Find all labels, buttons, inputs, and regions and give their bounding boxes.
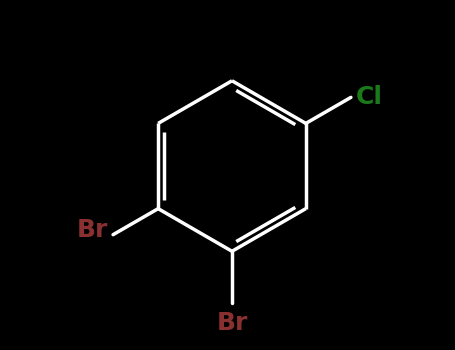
Text: Br: Br xyxy=(216,310,248,335)
Text: Cl: Cl xyxy=(355,85,382,109)
Text: Br: Br xyxy=(77,218,109,242)
